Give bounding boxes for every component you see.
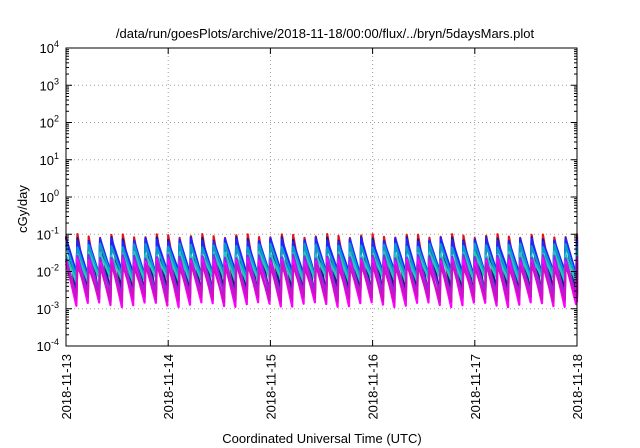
y-tick-label: 102 — [40, 114, 59, 131]
x-tick-label: 2018-11-14 — [161, 354, 176, 420]
y-tick-label: 104 — [40, 39, 59, 56]
x-tick-label: 2018-11-13 — [59, 354, 74, 420]
y-tick-label: 100 — [40, 188, 59, 205]
x-tick-label: 2018-11-18 — [570, 354, 585, 420]
y-tick-label: 10-1 — [37, 225, 59, 242]
y-tick-label: 10-3 — [37, 300, 59, 317]
x-tick-label: 2018-11-16 — [366, 354, 381, 420]
ticks — [65, 47, 578, 347]
y-tick-label: 10-4 — [37, 337, 59, 354]
y-tick-labels: 10-4 10-3 10-2 10-1 100 101 102 103 104 — [37, 39, 59, 354]
series-layer — [64, 233, 579, 309]
y-tick-label: 103 — [40, 76, 59, 93]
y-tick-label: 101 — [40, 151, 59, 168]
chart-title: /data/run/goesPlots/archive/2018-11-18/0… — [116, 26, 535, 41]
x-tick-labels: 2018-11-13 2018-11-14 2018-11-15 2018-11-16… — [59, 354, 585, 420]
grid — [66, 48, 577, 346]
x-axis-label: Coordinated Universal Time (UTC) — [222, 431, 421, 446]
x-tick-label: 2018-11-15 — [263, 354, 278, 420]
x-tick-label: 2018-11-17 — [468, 354, 483, 420]
series-line — [64, 262, 579, 303]
y-tick-label: 10-2 — [37, 263, 59, 280]
y-axis-label: cGy/day — [15, 185, 30, 233]
